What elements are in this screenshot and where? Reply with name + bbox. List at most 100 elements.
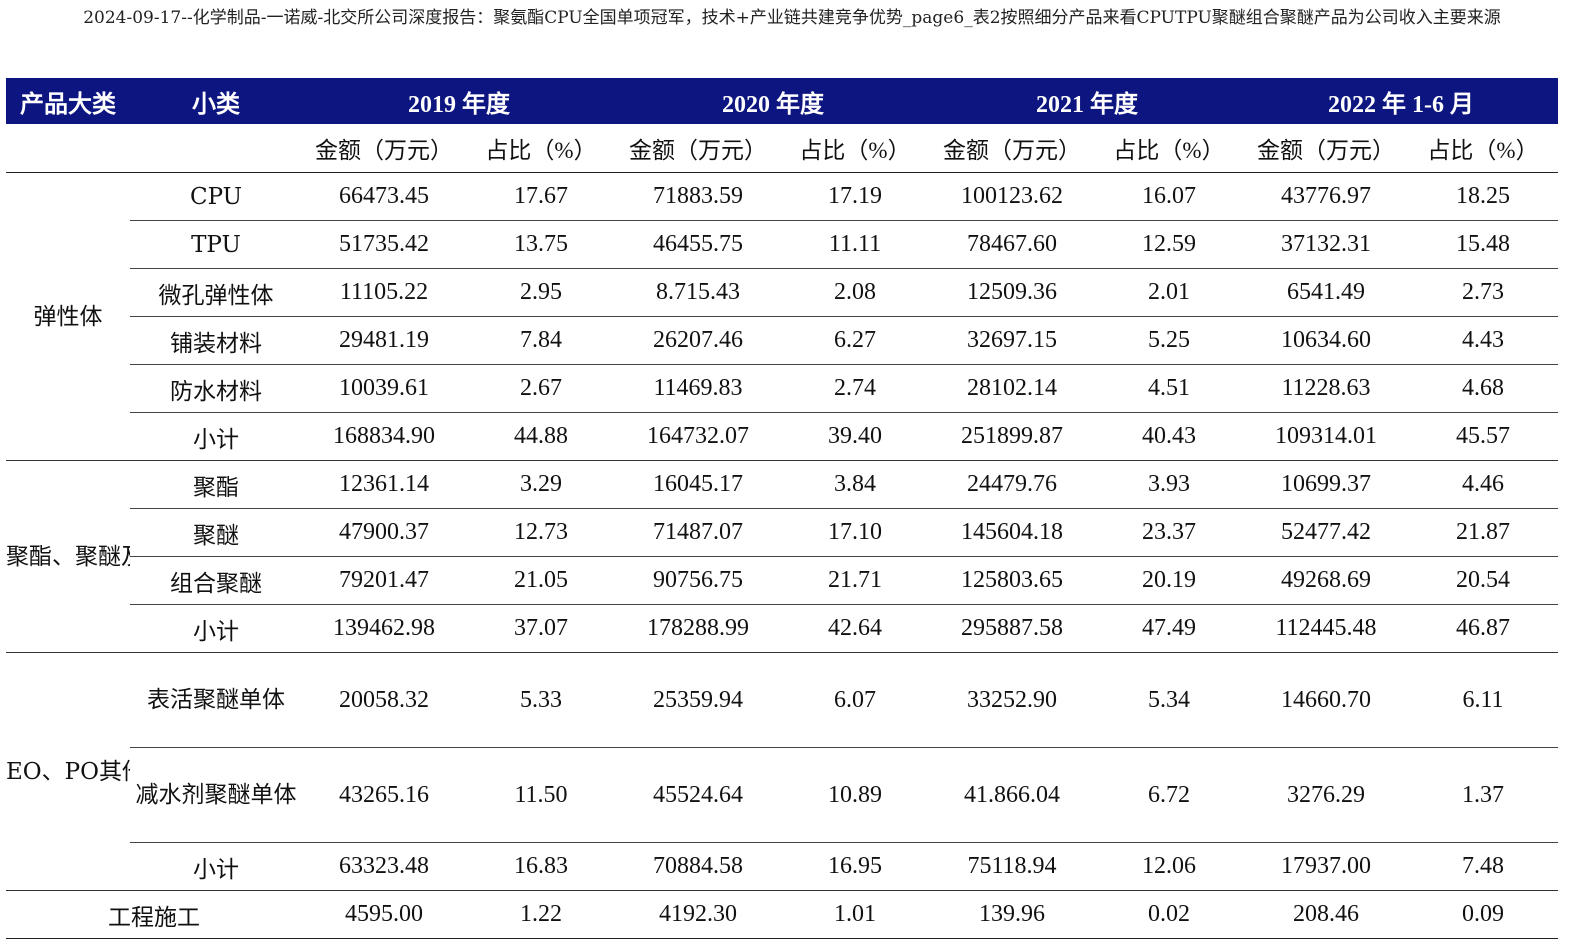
share-cell: 21.05 bbox=[466, 556, 616, 605]
amount-cell: 11105.22 bbox=[302, 268, 466, 317]
amount-cell: 26207.46 bbox=[616, 316, 780, 365]
amount-cell: 63323.48 bbox=[302, 842, 466, 891]
subcategory-cell: 小计 bbox=[130, 604, 302, 653]
share-cell: 4.46 bbox=[1408, 460, 1558, 509]
header-year-2022h1: 2022 年 1-6 月 bbox=[1244, 78, 1558, 124]
amount-cell: 14660.70 bbox=[1244, 652, 1408, 748]
share-cell: 17.67 bbox=[466, 172, 616, 221]
share-cell: 40.43 bbox=[1094, 412, 1244, 461]
share-cell: 4.51 bbox=[1094, 364, 1244, 413]
table-row: EO、PO其他下游衍生物 表活聚醚单体 20058.32 5.33 25359.… bbox=[6, 652, 1558, 891]
amount-cell: 208.46 bbox=[1244, 890, 1408, 939]
share-cell: 2.08 bbox=[780, 268, 930, 317]
amount-cell: 70884.58 bbox=[616, 842, 780, 891]
amount-cell: 109314.01 bbox=[1244, 412, 1408, 461]
amount-cell: 139.96 bbox=[930, 890, 1094, 939]
share-cell: 23.37 bbox=[1094, 508, 1244, 557]
subcategory-cell: 组合聚醚 bbox=[130, 556, 302, 605]
amount-cell: 51735.42 bbox=[302, 220, 466, 269]
share-cell: 6.07 bbox=[780, 652, 930, 748]
amount-cell: 33252.90 bbox=[930, 652, 1094, 748]
table-row: 减水剂聚醚单体 43265.16 11.50 45524.64 10.89 41… bbox=[6, 747, 1558, 843]
amount-cell: 10634.60 bbox=[1244, 316, 1408, 365]
amount-cell: 17937.00 bbox=[1244, 842, 1408, 891]
amount-cell: 12509.36 bbox=[930, 268, 1094, 317]
header-year-2019: 2019 年度 bbox=[302, 78, 616, 124]
subtotal-row: 小计 63323.48 16.83 70884.58 16.95 75118.9… bbox=[6, 842, 1558, 891]
share-cell: 6.11 bbox=[1408, 652, 1558, 748]
share-cell: 3.93 bbox=[1094, 460, 1244, 509]
amount-cell: 24479.76 bbox=[930, 460, 1094, 509]
subheader-amount: 金额（万元） bbox=[930, 124, 1094, 173]
share-cell: 0.02 bbox=[1094, 890, 1244, 939]
share-cell: 2.01 bbox=[1094, 268, 1244, 317]
subheader-amount: 金额（万元） bbox=[1244, 124, 1408, 173]
table-header-row: 产品大类 小类 2019 年度 2020 年度 2021 年度 2022 年 1… bbox=[6, 78, 1558, 124]
amount-cell: 52477.42 bbox=[1244, 508, 1408, 557]
share-cell: 10.89 bbox=[780, 747, 930, 843]
subcategory-cell: 小计 bbox=[130, 842, 302, 891]
share-cell: 2.95 bbox=[466, 268, 616, 317]
category-cell: 工程施工 bbox=[6, 890, 302, 939]
amount-cell: 71883.59 bbox=[616, 172, 780, 221]
share-cell: 11.11 bbox=[780, 220, 930, 269]
amount-cell: 10039.61 bbox=[302, 364, 466, 413]
share-cell: 6.27 bbox=[780, 316, 930, 365]
amount-cell: 66473.45 bbox=[302, 172, 466, 221]
amount-cell: 43265.16 bbox=[302, 747, 466, 843]
amount-cell: 41.866.04 bbox=[930, 747, 1094, 843]
share-cell: 47.49 bbox=[1094, 604, 1244, 653]
share-cell: 5.25 bbox=[1094, 316, 1244, 365]
amount-cell: 37132.31 bbox=[1244, 220, 1408, 269]
share-cell: 4.68 bbox=[1408, 364, 1558, 413]
header-year-2020: 2020 年度 bbox=[616, 78, 930, 124]
subcategory-cell: 聚醚 bbox=[130, 508, 302, 557]
table-row: 弹性体 CPU 66473.45 17.67 71883.59 17.19 10… bbox=[6, 172, 1558, 461]
amount-cell: 25359.94 bbox=[616, 652, 780, 748]
share-cell: 12.06 bbox=[1094, 842, 1244, 891]
subcategory-cell: CPU bbox=[130, 172, 302, 221]
subcategory-cell: 聚酯 bbox=[130, 460, 302, 509]
amount-cell: 8.715.43 bbox=[616, 268, 780, 317]
subheader-empty bbox=[130, 124, 302, 173]
amount-cell: 100123.62 bbox=[930, 172, 1094, 221]
subcategory-cell: TPU bbox=[130, 220, 302, 269]
share-cell: 3.84 bbox=[780, 460, 930, 509]
document-title: 2024-09-17--化学制品-一诺威-北交所公司深度报告：聚氨酯CPU全国单… bbox=[83, 8, 1501, 28]
amount-cell: 49268.69 bbox=[1244, 556, 1408, 605]
share-cell: 2.67 bbox=[466, 364, 616, 413]
amount-cell: 139462.98 bbox=[302, 604, 466, 653]
share-cell: 37.07 bbox=[466, 604, 616, 653]
share-cell: 45.57 bbox=[1408, 412, 1558, 461]
amount-cell: 78467.60 bbox=[930, 220, 1094, 269]
share-cell: 39.40 bbox=[780, 412, 930, 461]
amount-cell: 145604.18 bbox=[930, 508, 1094, 557]
subcategory-cell: 表活聚醚单体 bbox=[130, 652, 302, 748]
amount-cell: 3276.29 bbox=[1244, 747, 1408, 843]
subcategory-cell: 防水材料 bbox=[130, 364, 302, 413]
share-cell: 42.64 bbox=[780, 604, 930, 653]
share-cell: 20.54 bbox=[1408, 556, 1558, 605]
subheader-share: 占比（%） bbox=[780, 124, 930, 173]
subheader-share: 占比（%） bbox=[1408, 124, 1558, 173]
category-cell: EO、PO其他下游衍生物 bbox=[6, 652, 130, 891]
share-cell: 7.48 bbox=[1408, 842, 1558, 891]
share-cell: 6.72 bbox=[1094, 747, 1244, 843]
amount-cell: 45524.64 bbox=[616, 747, 780, 843]
share-cell: 16.95 bbox=[780, 842, 930, 891]
subcategory-cell: 微孔弹性体 bbox=[130, 268, 302, 317]
share-cell: 1.37 bbox=[1408, 747, 1558, 843]
subheader-share: 占比（%） bbox=[1094, 124, 1244, 173]
amount-cell: 11469.83 bbox=[616, 364, 780, 413]
table-row: 防水材料 10039.61 2.67 11469.83 2.74 28102.1… bbox=[6, 364, 1558, 413]
amount-cell: 28102.14 bbox=[930, 364, 1094, 413]
subheader-amount: 金额（万元） bbox=[302, 124, 466, 173]
header-subcategory: 小类 bbox=[130, 78, 302, 124]
share-cell: 12.59 bbox=[1094, 220, 1244, 269]
amount-cell: 16045.17 bbox=[616, 460, 780, 509]
subcategory-cell: 铺装材料 bbox=[130, 316, 302, 365]
share-cell: 1.22 bbox=[466, 890, 616, 939]
header-category: 产品大类 bbox=[6, 78, 130, 124]
subtotal-row: 小计 139462.98 37.07 178288.99 42.64 29588… bbox=[6, 604, 1558, 653]
subcategory-cell: 减水剂聚醚单体 bbox=[130, 747, 302, 843]
